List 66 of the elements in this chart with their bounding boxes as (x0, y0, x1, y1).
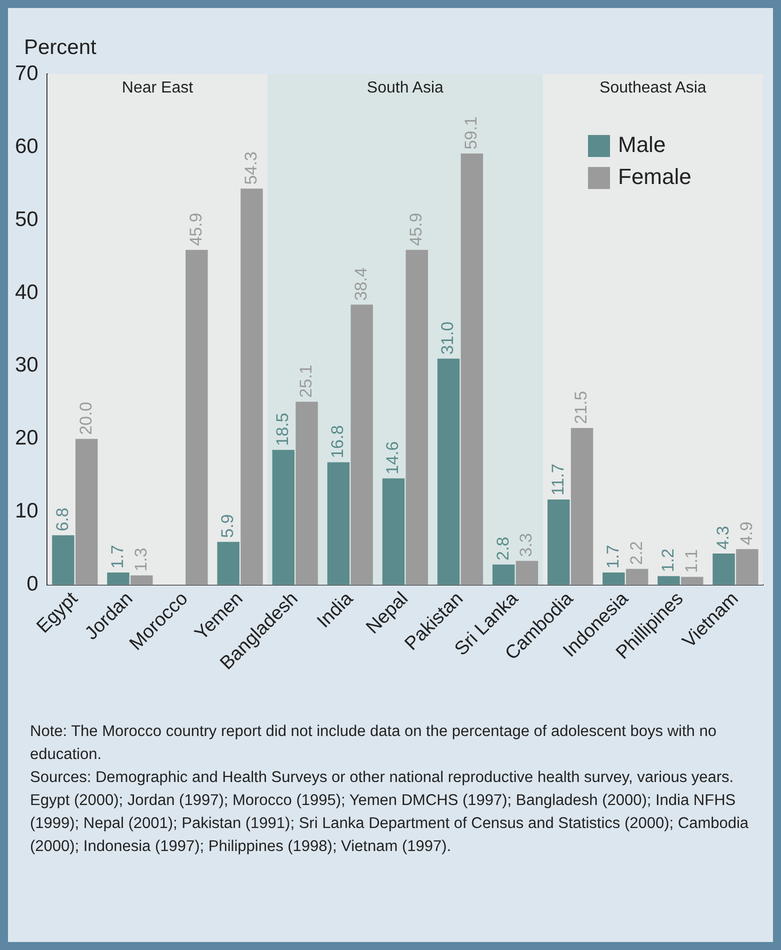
y-tick-label: 60 (15, 134, 38, 158)
bar (548, 500, 570, 585)
bar (272, 450, 294, 585)
y-tick-label: 10 (15, 500, 38, 523)
y-tick-label: 0 (26, 572, 38, 596)
band-label: South Asia (366, 79, 444, 96)
data-label: 31.0 (438, 322, 458, 355)
band-label: Southeast Asia (600, 79, 706, 96)
y-axis-title: Percent (24, 36, 96, 60)
data-label: 2.2 (626, 541, 646, 565)
data-label: 16.8 (328, 425, 348, 458)
source-note: Sources: Demographic and Health Surveys or other national reproductive health survey, various years. Egypt (2000); Jordan (1997); Morocco (1995); Yemen DMCHS (1997); Bangladesh (2000); India NFHS (1999); Nepal (2001); Pakistan (1991); Sri Lanka Department of Census and Statistics (2000); Cambodia (2000); Indonesia (1997); Philippines (1998); Vietnam (1997). (30, 768, 750, 857)
data-label: 45.9 (406, 212, 426, 246)
data-label: 4.9 (736, 522, 756, 546)
legend-label: Male (618, 132, 666, 158)
data-label: 45.9 (186, 212, 206, 246)
bar (602, 572, 625, 585)
data-label: 54.3 (241, 151, 260, 185)
y-tick-label: 20 (15, 426, 38, 450)
bar (570, 428, 594, 585)
text: Note: The Morocco country report did not include data on the percentage of adolescent boys with no education. (30, 722, 718, 765)
y-tick-label: 50 (15, 208, 38, 231)
data-label: 38.4 (352, 268, 371, 301)
data-label: 59.1 (462, 116, 481, 150)
bar (681, 576, 704, 585)
data-label: 3.3 (516, 533, 536, 557)
data-label: 18.5 (273, 412, 292, 446)
y-tick-label: 70 (15, 62, 38, 85)
bar (437, 358, 460, 585)
band-label: Near East (122, 79, 194, 96)
legend-label: Female (618, 164, 692, 190)
bar (186, 250, 208, 585)
bar (327, 462, 350, 585)
bar (296, 402, 318, 585)
data-label: 6.8 (52, 508, 72, 532)
bar (516, 560, 538, 585)
bar (460, 154, 484, 585)
bar (712, 554, 735, 585)
data-label: 1.2 (658, 548, 678, 572)
bar (107, 572, 130, 585)
data-label: 1.7 (108, 544, 127, 569)
bar (382, 478, 405, 585)
bar (658, 576, 680, 585)
bar (52, 535, 74, 585)
bar (492, 564, 515, 585)
data-label: 1.1 (682, 549, 701, 573)
data-label: 20.0 (76, 402, 96, 435)
data-label: 4.3 (713, 526, 732, 550)
bar (75, 438, 98, 585)
data-label: 11.7 (548, 464, 568, 496)
data-label: 2.8 (493, 536, 512, 560)
data-label: 25.1 (296, 364, 316, 398)
bar (240, 188, 263, 585)
bar (406, 250, 428, 585)
data-label: 21.5 (572, 390, 591, 424)
bar (736, 549, 758, 585)
bar (217, 542, 240, 585)
data-label: 5.9 (218, 514, 238, 538)
bar (350, 304, 373, 585)
bar (130, 575, 153, 585)
y-tick-label: 30 (15, 354, 38, 377)
data-label: 14.6 (383, 441, 402, 474)
data-label: 1.3 (131, 548, 150, 572)
bar (626, 568, 648, 585)
data-label: 1.7 (603, 544, 622, 569)
y-tick-label: 40 (15, 280, 38, 304)
